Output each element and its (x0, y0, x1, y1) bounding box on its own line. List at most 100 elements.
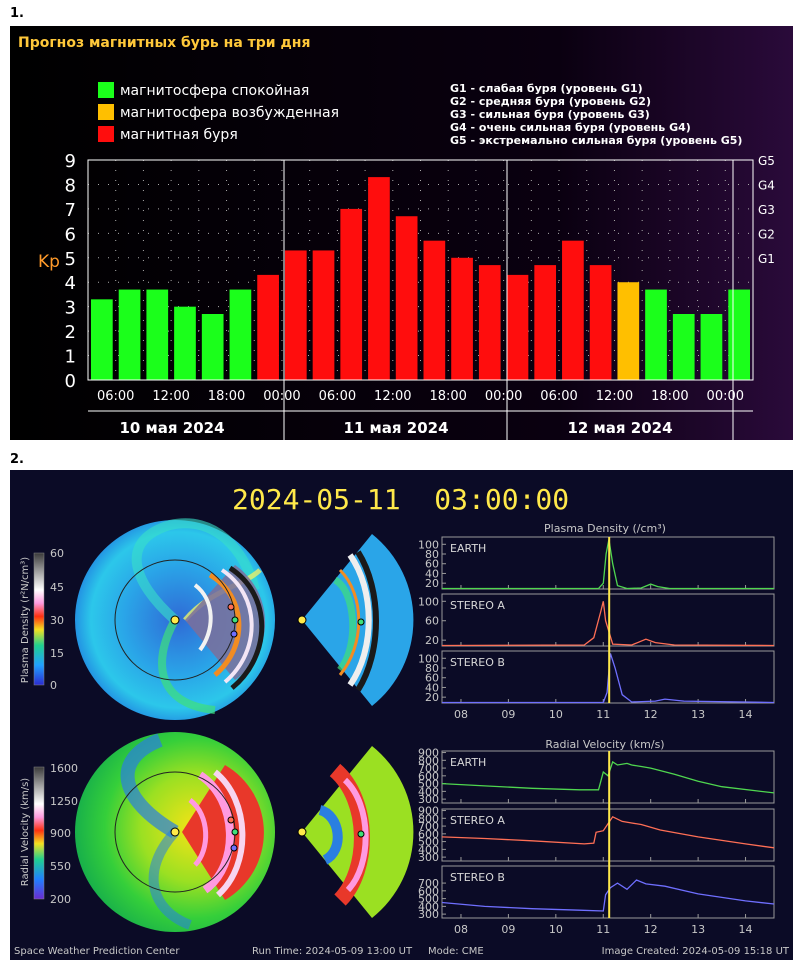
velocity-series-name-0: EARTH (450, 756, 486, 769)
density-cbar-label: Plasma Density (r²N/cm³) (20, 557, 31, 684)
velocity-ytick-0-700: 700 (418, 762, 439, 775)
kp-grid (88, 159, 753, 380)
velocity-xtick-label-5: 13 (691, 923, 705, 936)
velocity-xtick-label-1: 09 (501, 923, 515, 936)
density-plot-title: Plasma Density (/cm³) (544, 522, 666, 535)
density-ytick-0-60: 60 (425, 558, 439, 571)
density-ytick-0-80: 80 (425, 548, 439, 561)
footer-mode: Mode: CME (428, 946, 484, 957)
enlil-panel: 2024-05-11 03:00:00 60 45 30 15 0 Plasma… (10, 470, 793, 960)
kp-xtick-9: 12:00 (596, 389, 633, 404)
kp-bar-22 (700, 314, 723, 380)
velocity-ytick-2-600: 600 (418, 885, 439, 898)
kp-bar-18 (589, 265, 612, 380)
kp-xtick-2: 18:00 (208, 389, 245, 404)
kp-bar-3 (174, 306, 196, 380)
density-ecliptic-map (75, 518, 275, 720)
kp-bar-21 (672, 314, 695, 380)
kp-bar-16 (534, 265, 557, 380)
velocity-series-line-1 (441, 815, 775, 849)
velocity-xtick-label-2: 10 (549, 923, 563, 936)
stereo-b-marker (230, 630, 238, 638)
density-colorbar (33, 552, 45, 686)
density-ytick-2-60: 60 (425, 672, 439, 685)
legend-swatch-quiet (98, 82, 114, 98)
sun-marker (170, 615, 180, 625)
legend-label-quiet: магнитосфера спокойная (120, 83, 309, 99)
sun-marker-meridional (297, 615, 307, 625)
density-panel-1: 20 60 100 STEREO A (418, 593, 775, 647)
density-ytick-0-40: 40 (425, 567, 439, 580)
g-tick-G1: G1 (758, 252, 775, 266)
density-frame-1 (441, 593, 775, 647)
density-cbar-tick-0: 0 (50, 679, 57, 692)
footer-org: Space Weather Prediction Center (14, 946, 180, 957)
velocity-ytick-0-900: 900 (418, 747, 439, 760)
velocity-series-name-2: STEREO B (450, 871, 505, 884)
kp-bar-17 (562, 240, 584, 380)
g-tick-G5: G5 (758, 154, 775, 168)
velocity-ytick-2-400: 400 (418, 900, 439, 913)
kp-ytick-6: 6 (65, 224, 76, 245)
kp-bar-23 (728, 289, 750, 380)
kp-xtick-1: 12:00 (152, 389, 189, 404)
kp-xtick-11: 00:00 (707, 389, 744, 404)
kp-bars (91, 177, 750, 380)
density-cbar-tick-15: 15 (50, 647, 64, 660)
kp-ytick-4: 4 (65, 273, 76, 294)
velocity-meridional-map (297, 746, 414, 918)
kp-xtick-10: 18:00 (651, 389, 688, 404)
velocity-ytick-0-600: 600 (418, 770, 439, 783)
kp-ytick-9: 9 (65, 151, 76, 172)
density-series-name-2: STEREO B (450, 656, 505, 669)
velocity-series-line-2 (441, 879, 775, 912)
velocity-ytick-1-700: 700 (418, 820, 439, 833)
velocity-ecliptic-map (75, 732, 275, 932)
earth-marker (231, 616, 239, 624)
kp-frame (87, 159, 754, 381)
legend-label-active: магнитосфера возбужденная (120, 105, 339, 121)
stereo-b-marker-velocity (230, 844, 238, 852)
run-timestamp: 2024-05-11 03:00:00 (232, 483, 569, 516)
kp-bar-4 (201, 314, 224, 380)
density-series-name-0: EARTH (450, 542, 486, 555)
footer-created: Image Created: 2024-05-09 15:18 UT (602, 946, 790, 957)
velocity-ytick-1-900: 900 (418, 805, 439, 818)
kp-title: Прогноз магнитных бурь на три дня (18, 35, 310, 51)
kp-ytick-2: 2 (65, 322, 76, 343)
velocity-ytick-1-500: 500 (418, 836, 439, 849)
day-label-0: 10 мая 2024 (119, 419, 224, 437)
velocity-ytick-0-300: 300 (418, 793, 439, 806)
kp-xtick-4: 06:00 (319, 389, 356, 404)
density-xtick-label-1: 09 (501, 708, 515, 721)
kp-bar-19 (617, 282, 640, 380)
velocity-ytick-1-400: 400 (418, 843, 439, 856)
density-ytick-2-80: 80 (425, 662, 439, 675)
density-xtick-label-6: 14 (739, 708, 753, 721)
velocity-ytick-0-500: 500 (418, 778, 439, 791)
density-xtick-label-2: 10 (549, 708, 563, 721)
density-ytick-0-100: 100 (418, 538, 439, 551)
kp-bar-13 (451, 257, 473, 380)
density-cbar-tick-60: 60 (50, 547, 64, 560)
velocity-frame-1 (441, 808, 775, 862)
stereo-a-marker-velocity (227, 816, 235, 824)
velocity-xtick-label-3: 11 (596, 923, 610, 936)
day-label-2: 12 мая 2024 (567, 419, 672, 437)
velocity-ytick-2-300: 300 (418, 908, 439, 921)
kp-ytick-1: 1 (65, 347, 76, 368)
kp-xtick-3: 00:00 (263, 389, 300, 404)
density-series-line-2 (442, 653, 775, 704)
velocity-xtick-label-6: 14 (739, 923, 753, 936)
panel-label-2: 2. (10, 452, 24, 467)
kp-bar-11 (395, 216, 418, 380)
kp-xtick-7: 00:00 (485, 389, 522, 404)
kp-bar-6 (257, 274, 279, 380)
kp-bar-15 (506, 274, 529, 380)
kp-ytick-0: 0 (65, 371, 76, 392)
velocity-xtick-label-4: 12 (644, 923, 658, 936)
